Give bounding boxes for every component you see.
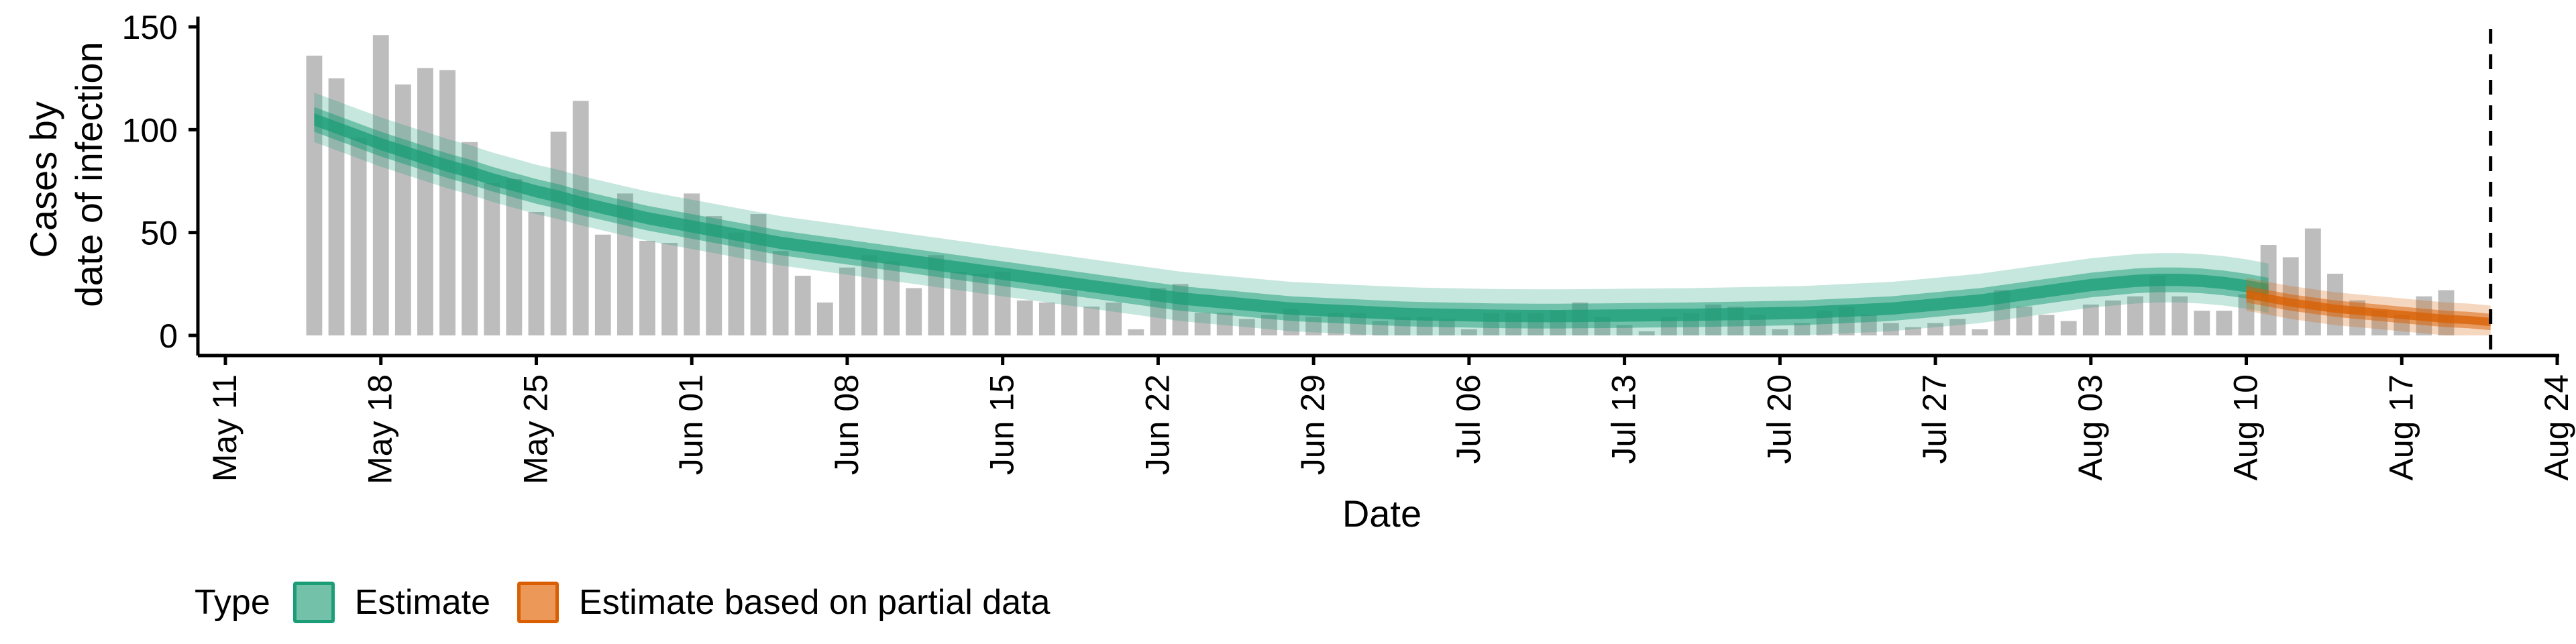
x-axis-title: Date xyxy=(1342,492,1421,535)
y-tick-label: 150 xyxy=(122,9,178,46)
x-tick-label: Jun 29 xyxy=(1294,374,1332,475)
x-tick-label: Jun 01 xyxy=(672,374,710,475)
x-tick-label: Jul 20 xyxy=(1760,374,1798,464)
case-bar xyxy=(1238,319,1255,335)
estimate-band-50 xyxy=(314,107,2269,329)
x-tick-label: Jul 27 xyxy=(1916,374,1953,464)
x-tick-label: Jul 06 xyxy=(1450,374,1487,464)
x-tick-label: Jun 15 xyxy=(983,374,1021,475)
legend: Type Estimate Estimate based on partial … xyxy=(195,578,1077,627)
case-bar xyxy=(883,261,900,335)
case-bar xyxy=(972,274,989,335)
case-bar xyxy=(1460,329,1477,335)
case-bar xyxy=(462,142,478,335)
estimate-band-90 xyxy=(314,93,2269,335)
estimate-ribbons xyxy=(314,93,2491,335)
x-tick-label: Jul 13 xyxy=(1605,374,1643,464)
case-bar xyxy=(816,302,833,335)
case-bar xyxy=(372,35,389,336)
x-tick-label: Jun 22 xyxy=(1138,374,1176,475)
case-bar xyxy=(950,271,967,335)
case-bar xyxy=(550,131,567,335)
y-axis-title-line-2: date of infection xyxy=(68,42,110,307)
case-bar xyxy=(772,251,789,335)
case-bar xyxy=(2038,315,2055,335)
x-tick-label: Jun 08 xyxy=(828,374,865,475)
y-axis-title-line-1: Cases by xyxy=(22,101,64,258)
case-bar xyxy=(1882,323,1899,335)
case-bar xyxy=(639,240,655,335)
case-bar xyxy=(1772,329,1788,335)
legend-label-estimate: Estimate xyxy=(354,583,491,622)
case-bar xyxy=(328,78,345,336)
case-bar xyxy=(994,271,1011,335)
case-bar xyxy=(1038,302,1055,335)
case-bar xyxy=(839,267,855,335)
case-bar xyxy=(350,138,367,335)
case-bar xyxy=(394,84,411,335)
case-bar xyxy=(2104,300,2121,335)
case-bar xyxy=(1216,313,1233,335)
case-bar xyxy=(2082,305,2099,335)
case-bar xyxy=(2016,307,2033,335)
case-bar xyxy=(1261,315,1277,335)
legend-title: Type xyxy=(195,583,270,622)
case-bar xyxy=(1194,313,1211,335)
case-bar xyxy=(2127,296,2143,335)
case-bar xyxy=(1927,323,1943,335)
x-tick-label: Aug 17 xyxy=(2382,374,2420,480)
case-bar xyxy=(572,101,589,335)
x-tick-label: Aug 10 xyxy=(2227,374,2265,480)
case-bar xyxy=(2216,311,2233,335)
x-tick-label: May 11 xyxy=(206,374,244,482)
case-bar xyxy=(484,183,500,335)
case-bar xyxy=(506,178,523,335)
case-bar xyxy=(439,70,455,336)
case-bar xyxy=(2238,294,2255,335)
legend-label-partial-estimate: Estimate based on partial data xyxy=(579,583,1051,622)
case-bar xyxy=(2060,321,2077,335)
case-bar xyxy=(661,243,678,335)
case-bar xyxy=(861,255,877,335)
partial-estimate-band-20 xyxy=(2246,290,2491,327)
x-tick-label: May 25 xyxy=(517,374,554,484)
y-tick-label: 50 xyxy=(140,215,178,252)
case-bar xyxy=(594,234,611,335)
case-bar xyxy=(1972,329,1988,335)
case-bar xyxy=(1083,307,1100,335)
legend-key-partial-estimate xyxy=(517,582,559,623)
case-bar xyxy=(1949,319,1966,335)
case-bar xyxy=(728,232,745,335)
case-bar xyxy=(2171,296,2188,335)
case-bar xyxy=(1128,329,1144,335)
y-tick-label: 100 xyxy=(122,111,178,149)
case-bar xyxy=(706,216,722,335)
legend-key-estimate xyxy=(292,582,335,623)
y-axis: 0 50 100 150 xyxy=(122,9,200,356)
case-bar xyxy=(1061,290,1077,335)
case-bar xyxy=(1016,300,1033,335)
case-bar xyxy=(1638,331,1655,335)
x-tick-label: Aug 03 xyxy=(2072,374,2109,480)
case-bar xyxy=(528,212,545,335)
x-tick-label: Aug 24 xyxy=(2538,374,2575,480)
y-tick-label: 0 xyxy=(159,317,178,355)
case-bar xyxy=(906,288,922,335)
case-bar xyxy=(1794,323,1811,335)
y-axis-title: Cases by date of infection xyxy=(22,42,110,307)
case-bar xyxy=(616,193,633,335)
x-tick-label: May 18 xyxy=(362,374,399,484)
case-bar xyxy=(1905,327,1921,335)
x-axis: May 11 May 18 May 25 Jun 01 Jun 08 Jun 15 Jun … xyxy=(198,354,2575,484)
case-bar xyxy=(1106,302,1122,335)
case-bar xyxy=(2194,311,2210,335)
case-bar xyxy=(794,276,811,335)
case-bar xyxy=(417,68,433,335)
